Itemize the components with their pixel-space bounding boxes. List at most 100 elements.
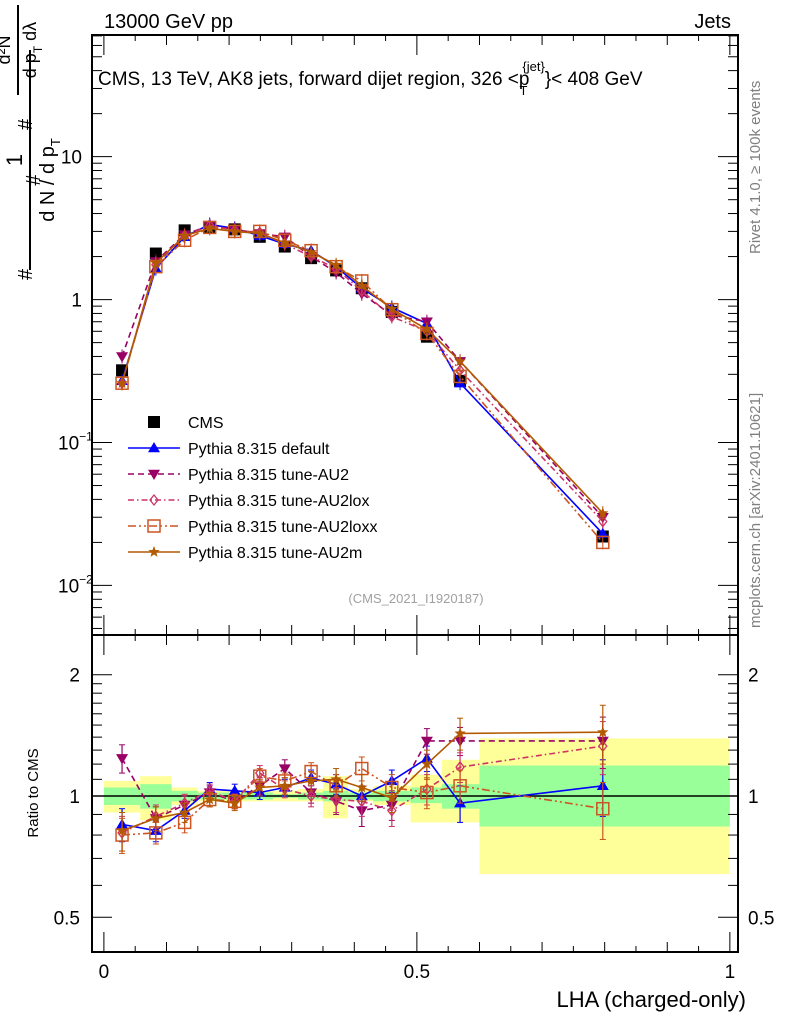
legend-item: Pythia 8.315 tune-AU2lox bbox=[128, 493, 369, 510]
data-point bbox=[116, 352, 129, 363]
y-tick-label: 1 bbox=[71, 291, 82, 312]
legend-marker bbox=[148, 442, 160, 453]
legend-label: Pythia 8.315 default bbox=[188, 441, 330, 458]
analysis-tag: (CMS_2021_I1920187) bbox=[348, 591, 483, 606]
series-line bbox=[121, 224, 604, 523]
legend-label: Pythia 8.315 tune-AU2 bbox=[188, 467, 349, 484]
ratio-series-pythia-8-315-tune-au2m bbox=[116, 704, 609, 852]
ratio-point bbox=[420, 785, 434, 800]
data-point bbox=[178, 229, 191, 241]
ratio-point bbox=[453, 779, 467, 793]
data-point bbox=[596, 527, 609, 538]
header-right-label: Jets bbox=[694, 11, 731, 33]
rivet-version-label: Rivet 4.1.0, ≥ 100k events bbox=[747, 81, 764, 254]
ratio-point bbox=[228, 784, 241, 796]
ratio-point bbox=[306, 789, 316, 803]
ratio-point bbox=[279, 779, 291, 791]
ratio-point bbox=[420, 736, 433, 747]
ratio-y-tick-label-right: 1 bbox=[748, 787, 759, 808]
y-label-one: 1 bbox=[2, 154, 27, 166]
ratio-point bbox=[387, 804, 397, 817]
ratio-point bbox=[454, 727, 466, 739]
data-point bbox=[229, 225, 241, 237]
ratio-point bbox=[356, 795, 367, 808]
data-point bbox=[421, 323, 433, 335]
data-point bbox=[204, 222, 216, 234]
svg-text:#: # bbox=[23, 174, 45, 186]
legend-marker bbox=[148, 546, 160, 557]
legend-item: Pythia 8.315 default bbox=[128, 441, 330, 458]
data-point bbox=[454, 355, 466, 367]
ratio-point bbox=[421, 758, 433, 769]
ratio-point bbox=[305, 774, 317, 786]
ratio-point bbox=[278, 764, 291, 775]
legend-label: Pythia 8.315 tune-AU2lox bbox=[188, 493, 369, 510]
y-tick-exponent: −1 bbox=[79, 430, 93, 444]
legend-label: Pythia 8.315 tune-AU2m bbox=[188, 545, 362, 562]
x-tick-label: 1 bbox=[725, 962, 736, 983]
header-left-label: 13000 GeV pp bbox=[104, 11, 233, 33]
ratio-y-tick-label-left: 1 bbox=[69, 787, 80, 808]
y-tick-label: 10−2 bbox=[58, 572, 93, 597]
x-tick-label: 0.5 bbox=[404, 962, 430, 983]
data-point bbox=[149, 247, 162, 260]
y-label-d2n: d²N bbox=[0, 35, 14, 64]
y-label-hash-1: # bbox=[23, 174, 45, 186]
ratio-plot-frame bbox=[91, 634, 739, 953]
ratio-point bbox=[204, 793, 216, 805]
ratio-y-tick-label-right: 0.5 bbox=[748, 908, 774, 929]
legend-label: Pythia 8.315 tune-AU2loxx bbox=[188, 519, 377, 536]
x-tick-label: 0 bbox=[99, 962, 110, 983]
data-point bbox=[596, 535, 610, 550]
plot-title-prefix: CMS, 13 TeV, AK8 jets, forward dijet reg… bbox=[98, 69, 529, 90]
legend-item: CMS bbox=[148, 415, 224, 432]
series-pythia-8-315-tune-au2m bbox=[116, 221, 609, 521]
legend-item: Pythia 8.315 tune-AU2loxx bbox=[128, 519, 377, 536]
ratio-point bbox=[150, 812, 162, 824]
ratio-point bbox=[254, 781, 266, 793]
ratio-y-tick-label-right: 2 bbox=[748, 666, 759, 687]
data-point bbox=[330, 258, 342, 270]
legend-item: Pythia 8.315 tune-AU2 bbox=[128, 467, 349, 484]
ratio-series bbox=[115, 704, 610, 854]
ratio-y-axis-label: Ratio to CMS bbox=[25, 748, 42, 837]
data-point bbox=[597, 507, 609, 519]
main-series bbox=[115, 217, 610, 550]
y-tick-label: 10−1 bbox=[58, 430, 93, 455]
main-y-axis-label: # 1 d N / d pT # # d²N d pT dλ bbox=[0, 5, 63, 280]
ratio-axes: 0.5 0.5 1 1 2 2 0 0.5 1 bbox=[54, 666, 775, 983]
data-point bbox=[116, 377, 128, 389]
plot-title-sup: {jet} bbox=[522, 59, 545, 74]
legend-marker bbox=[148, 469, 160, 480]
mcplots-label: mcplots.cern.ch [arXiv:2401.10621] bbox=[747, 393, 764, 628]
ratio-point bbox=[356, 781, 368, 793]
plot-title-sub: T bbox=[519, 83, 527, 98]
y-tick-label: 10 bbox=[61, 148, 82, 169]
plot-title-suffix: }< 408 GeV bbox=[545, 69, 643, 90]
data-point bbox=[356, 279, 368, 291]
ratio-point bbox=[330, 773, 342, 785]
legend-marker bbox=[147, 519, 161, 533]
y-label-dpt-dlambda: d pT dλ bbox=[20, 22, 45, 78]
ratio-line bbox=[121, 731, 603, 832]
y-label-hash-3: # bbox=[15, 118, 37, 130]
legend-label: CMS bbox=[188, 415, 224, 432]
ratio-y-tick-label-left: 2 bbox=[69, 666, 80, 687]
data-point bbox=[254, 227, 266, 239]
ratio-line bbox=[121, 745, 603, 834]
ratio-point bbox=[116, 754, 129, 765]
legend-marker bbox=[149, 493, 159, 507]
ratio-point bbox=[178, 806, 191, 818]
data-point bbox=[305, 246, 317, 257]
y-label-hash-2: # bbox=[15, 268, 37, 280]
main-axes: 10−2 10−1 1 10 bbox=[58, 35, 738, 952]
ratio-y-tick-label-left: 0.5 bbox=[54, 908, 80, 929]
data-point bbox=[597, 515, 608, 528]
ratio-point bbox=[229, 797, 241, 808]
y-tick-exponent: −2 bbox=[79, 572, 93, 586]
data-point bbox=[386, 303, 398, 314]
plot-title: CMS, 13 TeV, AK8 jets, forward dijet reg… bbox=[98, 59, 643, 98]
x-axis-label: LHA (charged-only) bbox=[556, 987, 746, 1012]
ratio-point bbox=[116, 824, 128, 836]
